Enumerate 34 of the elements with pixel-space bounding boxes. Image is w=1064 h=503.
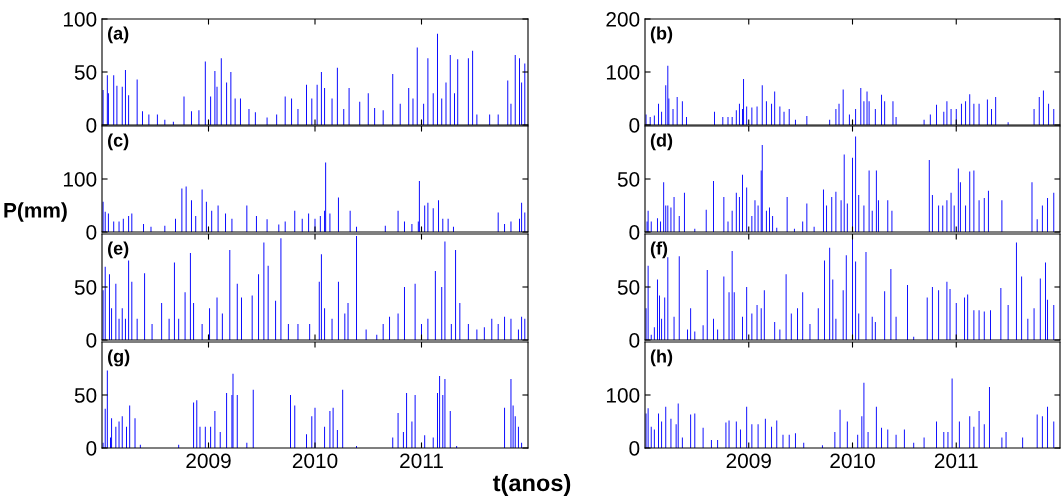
- x-tick-label: 2011: [934, 453, 978, 469]
- annotation: (c): [108, 133, 129, 151]
- y-tick-label: 0: [629, 333, 640, 348]
- x-tick-label: 2009: [726, 453, 771, 469]
- y-tick-label: 100: [63, 172, 97, 187]
- y-axis-title: P(mm): [4, 202, 67, 222]
- y-tick-label: 0: [86, 441, 97, 456]
- y-tick-label: 100: [606, 388, 640, 403]
- y-tick-label: 0: [86, 333, 97, 348]
- y-tick-label: 0: [629, 441, 640, 456]
- annotation: (a): [108, 26, 129, 44]
- annotation: (f): [650, 241, 668, 259]
- y-tick-label: 50: [617, 172, 640, 187]
- y-tick-label: 100: [63, 12, 97, 27]
- x-tick-label: 2011: [400, 453, 443, 469]
- y-tick-label: 0: [629, 225, 640, 240]
- x-tick-label: 2010: [292, 453, 338, 469]
- x-tick-label: 2009: [186, 453, 231, 469]
- y-tick-label: 200: [606, 12, 640, 27]
- y-tick-label: 0: [86, 225, 97, 240]
- y-tick-label: 50: [617, 280, 640, 295]
- annotation: (d): [650, 133, 673, 151]
- annotation: (g): [108, 349, 130, 367]
- x-axis-title: t(anos): [492, 473, 571, 496]
- annotation: (e): [108, 241, 129, 259]
- annotation: (b): [650, 26, 673, 44]
- y-tick-label: 100: [606, 65, 640, 80]
- y-tick-label: 50: [74, 388, 97, 403]
- y-tick-label: 0: [86, 118, 97, 133]
- y-tick-label: 50: [74, 65, 97, 80]
- y-tick-label: 50: [74, 280, 97, 295]
- y-tick-label: 0: [629, 118, 640, 133]
- annotation: (h): [650, 349, 673, 367]
- x-tick-label: 2010: [830, 453, 875, 469]
